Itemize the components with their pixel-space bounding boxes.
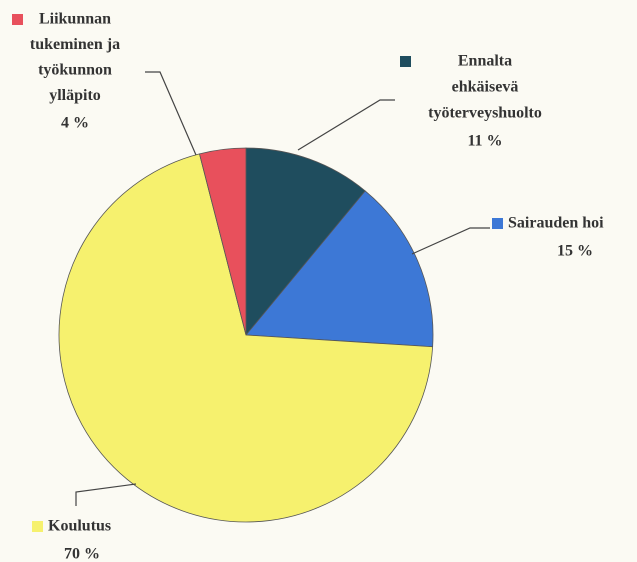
slice-label: tukeminen ja [30, 36, 120, 53]
legend-marker [400, 56, 411, 67]
value-label: 15 % [557, 243, 593, 260]
slice-label: Ennalta [458, 53, 512, 70]
slice-label: Sairauden hoi [508, 215, 604, 232]
leader-line [75, 483, 137, 506]
slice-label: ylläpito [49, 87, 101, 104]
slice-label: ehkäisevä [452, 79, 519, 96]
slice-label: Koulutus [48, 518, 111, 535]
pie-slice [199, 147, 247, 336]
pie-slice [245, 147, 366, 337]
slice-label: työkunnon [38, 62, 112, 79]
pie-slice [58, 153, 434, 523]
legend-marker [492, 218, 503, 229]
value-label: 11 % [467, 133, 502, 150]
legend-marker [12, 14, 23, 25]
leader-line [145, 71, 197, 156]
value-label: 70 % [64, 546, 100, 562]
legend-marker [32, 521, 43, 532]
leader-line [297, 99, 395, 151]
slice-label: työterveyshuolto [428, 105, 542, 122]
pie-slice [245, 190, 434, 348]
value-label: 4 % [61, 115, 89, 132]
leader-line [411, 227, 490, 255]
slice-label: Liikunnan [39, 11, 111, 28]
